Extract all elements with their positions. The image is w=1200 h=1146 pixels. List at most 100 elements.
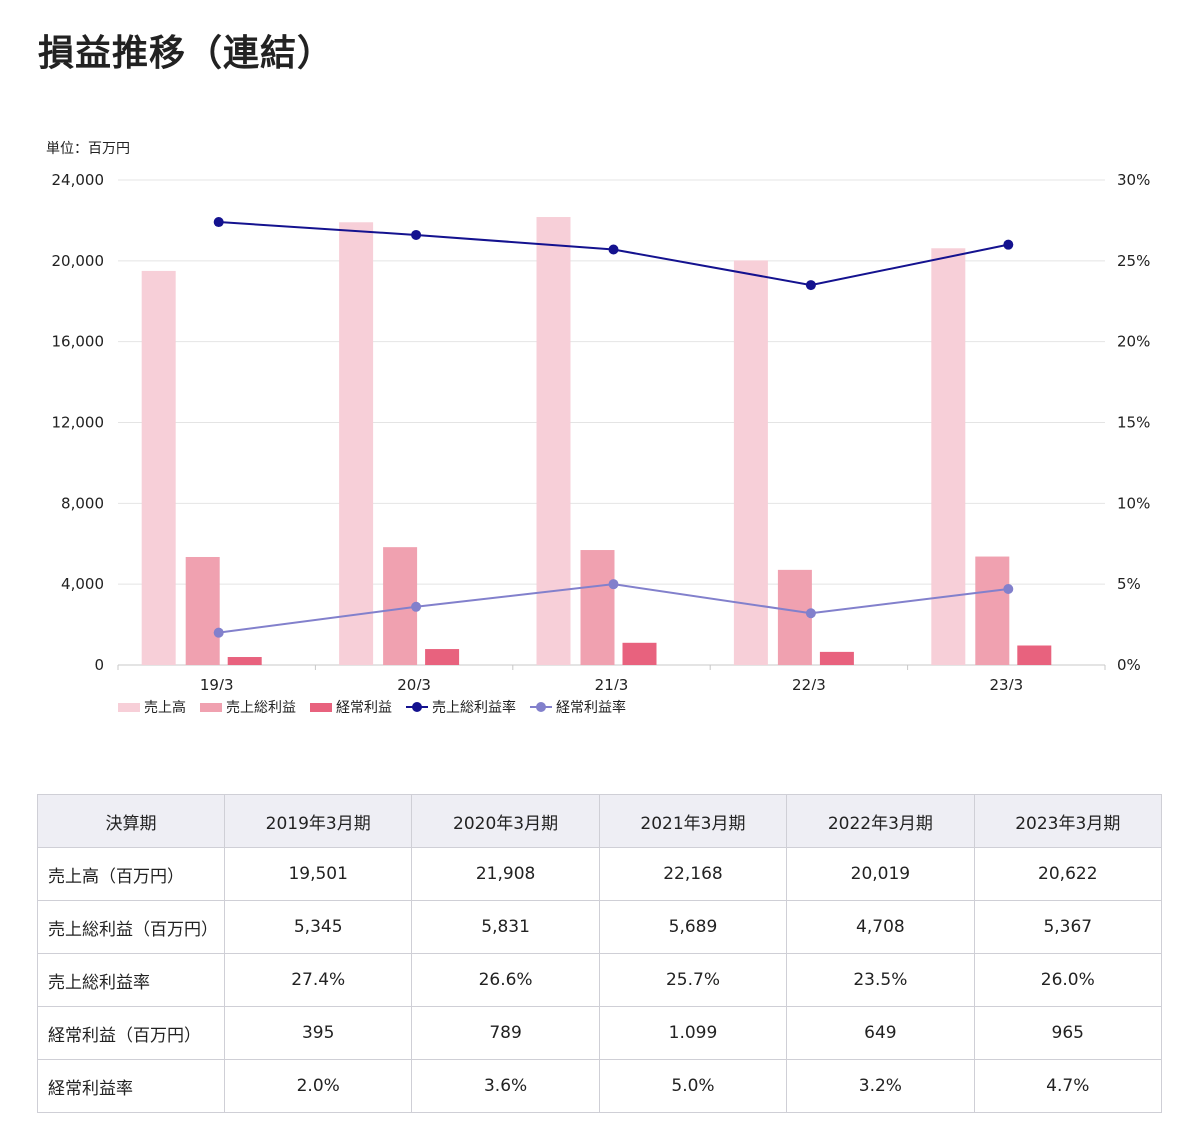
table-header: 2022年3月期 (786, 794, 975, 848)
row-label: 売上総利益（百万円） (37, 900, 225, 954)
bar-ordinary-profit (819, 651, 854, 665)
table-row: 売上総利益（百万円） 5,345 5,831 5,689 4,708 5,367 (37, 900, 1163, 954)
right-tick-label: 30% (1117, 171, 1150, 189)
table-row: 売上総利益率 27.4% 26.6% 25.7% 23.5% 26.0% (37, 953, 1163, 1007)
legend-label-sales: 売上高 (144, 700, 186, 716)
bar-ordinary-profit (227, 657, 262, 665)
table-header: 2021年3月期 (598, 794, 788, 848)
legend-swatch-gross-profit (200, 702, 222, 712)
bar-gross-profit (975, 556, 1010, 665)
chart-legend: 売上高 売上総利益 経常利益 売上総利益率 経常利益率 (118, 697, 626, 717)
point-ordinary-margin (608, 579, 619, 590)
row-label: 売上高（百万円） (37, 847, 225, 901)
right-tick-label: 20% (1117, 333, 1150, 351)
table-cell: 1.099 (598, 1006, 788, 1060)
category-label: 23/3 (989, 676, 1023, 690)
table-cell: 649 (786, 1006, 975, 1060)
table-cell: 23.5% (786, 953, 975, 1007)
legend-swatch-sales (118, 702, 140, 712)
bar-sales (536, 217, 571, 665)
legend-item-ordinary-profit: 経常利益 (310, 697, 392, 717)
point-gross-margin (1003, 239, 1014, 250)
table-cell: 965 (973, 1006, 1163, 1060)
legend-label-gross-profit: 売上総利益 (226, 700, 296, 716)
category-label: 19/3 (200, 676, 234, 690)
legend-label-ordinary-profit: 経常利益 (336, 700, 392, 716)
right-tick-label: 15% (1117, 414, 1150, 432)
unit-label: 単位：百万円 (46, 141, 130, 157)
row-label: 売上総利益率 (37, 953, 225, 1007)
page-title: 損益推移（連結） (38, 33, 335, 74)
legend-swatch-gross-margin (406, 701, 428, 713)
legend-item-ordinary-margin: 経常利益率 (530, 697, 626, 717)
bar-gross-profit (777, 569, 812, 665)
table-header: 決算期 (37, 794, 225, 848)
bar-gross-profit (580, 550, 615, 665)
table-cell: 26.0% (973, 953, 1163, 1007)
point-ordinary-margin (411, 601, 422, 612)
left-tick-label: 8,000 (61, 494, 104, 512)
table-cell: 22,168 (598, 847, 788, 901)
bar-ordinary-profit (622, 642, 657, 665)
right-tick-label: 0% (1117, 656, 1141, 674)
point-gross-margin (608, 244, 619, 255)
left-tick-label: 24,000 (52, 171, 105, 189)
table-header-row: 決算期 2019年3月期 2020年3月期 2021年3月期 2022年3月期 … (37, 794, 1163, 848)
table-cell: 5,367 (973, 900, 1163, 954)
table-cell: 20,019 (786, 847, 975, 901)
bar-sales (733, 260, 768, 665)
legend-item-gross-profit: 売上総利益 (200, 697, 296, 717)
row-label: 経常利益率 (37, 1059, 225, 1113)
point-ordinary-margin (1003, 584, 1014, 595)
legend-label-ordinary-margin: 経常利益率 (556, 700, 626, 716)
table-cell: 19,501 (223, 847, 413, 901)
table-cell: 20,622 (973, 847, 1163, 901)
legend-swatch-ordinary-profit (310, 702, 332, 712)
table-cell: 27.4% (223, 953, 413, 1007)
point-ordinary-margin (213, 627, 224, 638)
left-tick-label: 4,000 (61, 575, 104, 593)
point-gross-margin (411, 229, 422, 240)
point-gross-margin (805, 280, 816, 291)
table-header: 2020年3月期 (411, 794, 600, 848)
bar-sales (931, 248, 966, 666)
table-cell: 5,831 (411, 900, 600, 954)
bar-ordinary-profit (425, 649, 460, 665)
left-tick-label: 20,000 (52, 252, 105, 270)
category-label: 22/3 (792, 676, 826, 690)
table-cell: 5,689 (598, 900, 788, 954)
profit-chart: 0 0% 4,000 5% 8,000 10% 12,000 15% 16,000 20% 20,0… (52, 171, 1151, 690)
table-row: 経常利益（百万円） 395 789 1.099 649 965 (37, 1006, 1163, 1060)
point-gross-margin (213, 217, 224, 228)
table-cell: 3.2% (786, 1059, 975, 1113)
table-cell: 2.0% (223, 1059, 413, 1113)
table-cell: 789 (411, 1006, 600, 1060)
left-tick-label: 0 (94, 656, 104, 674)
table-header: 2019年3月期 (223, 794, 413, 848)
bar-sales (339, 222, 374, 666)
table-cell: 3.6% (411, 1059, 600, 1113)
legend-swatch-ordinary-margin (530, 701, 552, 713)
legend-item-gross-margin: 売上総利益率 (406, 697, 516, 717)
category-label: 20/3 (397, 676, 431, 690)
right-tick-label: 10% (1117, 494, 1150, 512)
point-ordinary-margin (805, 608, 816, 619)
category-label: 21/3 (595, 676, 629, 690)
bar-ordinary-profit (1017, 645, 1052, 665)
table-cell: 5.0% (598, 1059, 788, 1113)
table-row: 売上高（百万円） 19,501 21,908 22,168 20,019 20,… (37, 847, 1163, 901)
table-cell: 25.7% (598, 953, 788, 1007)
left-tick-label: 12,000 (52, 414, 105, 432)
left-tick-label: 16,000 (52, 333, 105, 351)
row-label: 経常利益（百万円） (37, 1006, 225, 1060)
table-cell: 26.6% (411, 953, 600, 1007)
right-tick-label: 25% (1117, 252, 1150, 270)
table-cell: 4.7% (973, 1059, 1163, 1113)
table-cell: 21,908 (411, 847, 600, 901)
legend-item-sales: 売上高 (118, 697, 186, 717)
table-cell: 395 (223, 1006, 413, 1060)
table-row: 経常利益率 2.0% 3.6% 5.0% 3.2% 4.7% (37, 1059, 1163, 1113)
financial-table: 決算期 2019年3月期 2020年3月期 2021年3月期 2022年3月期 … (37, 794, 1163, 1113)
right-tick-label: 5% (1117, 575, 1141, 593)
bar-gross-profit (185, 556, 220, 665)
